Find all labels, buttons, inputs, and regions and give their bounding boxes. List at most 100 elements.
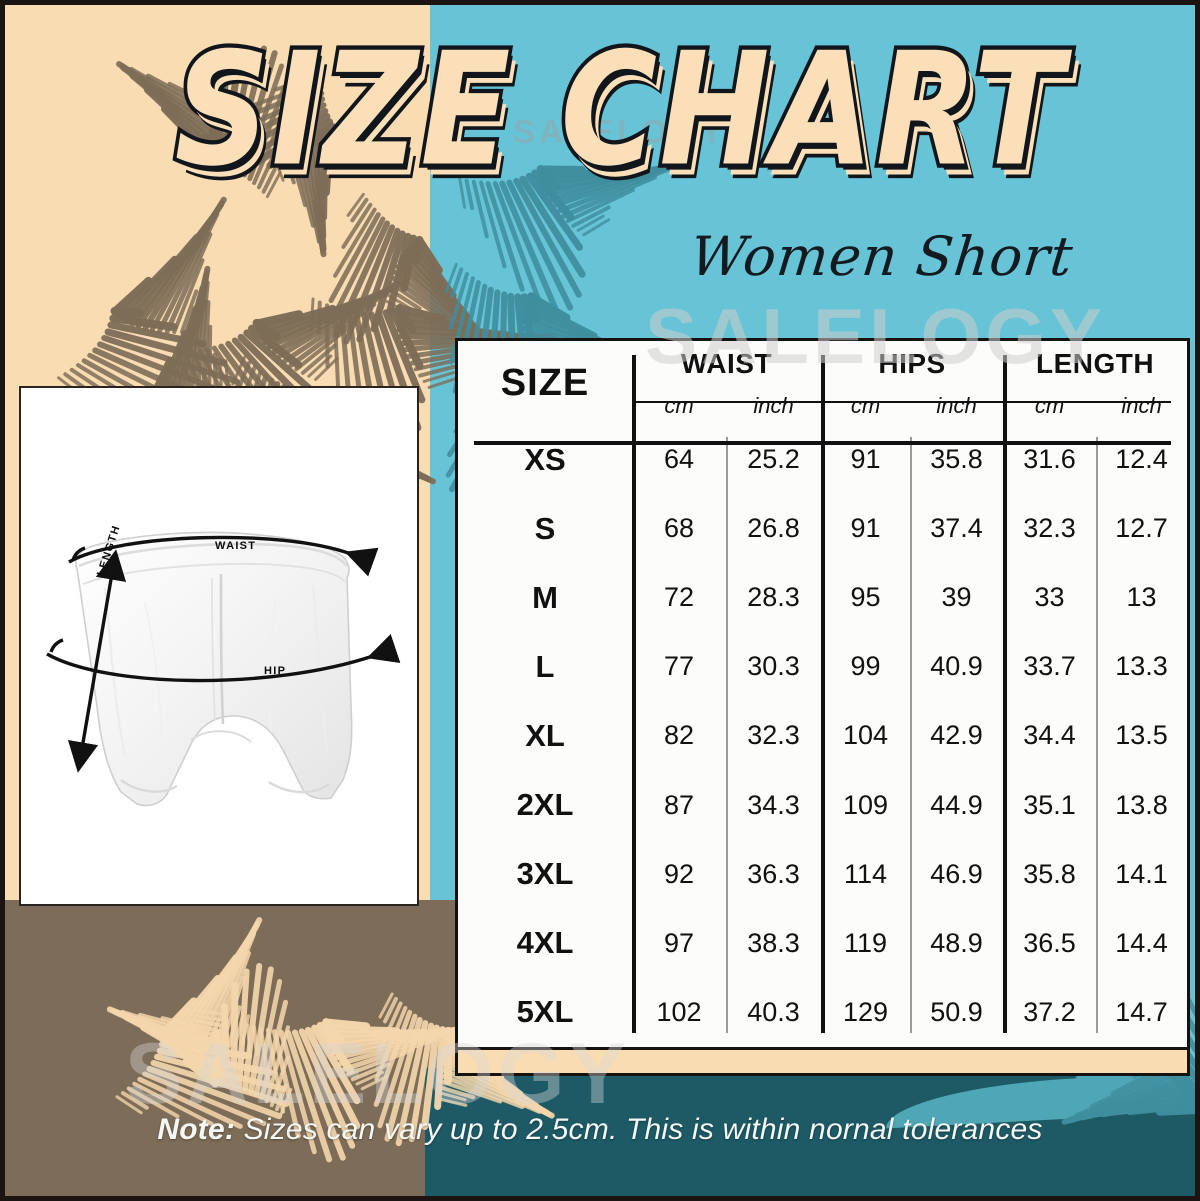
unit-header-length-inch: inch bbox=[1121, 393, 1162, 418]
unit-header-hips-cm: cm bbox=[850, 393, 881, 418]
note-prefix: Note: bbox=[157, 1113, 236, 1146]
cell-hips-in: 44.9 bbox=[930, 789, 983, 820]
cell-size: M bbox=[532, 579, 558, 615]
cell-size: 3XL bbox=[516, 856, 574, 892]
cell-hips-in: 39 bbox=[941, 582, 972, 613]
column-header-waist: WAIST bbox=[680, 348, 773, 379]
length-measure-arrow bbox=[67, 549, 127, 773]
cell-length-in: 14.7 bbox=[1115, 996, 1168, 1027]
column-header-hips: HIPS bbox=[878, 348, 946, 379]
table-bottom-strip bbox=[455, 1050, 1190, 1076]
cell-hips-cm: 114 bbox=[843, 858, 888, 889]
cell-waist-in: 38.3 bbox=[747, 927, 800, 958]
title-block: SIZE CHART Women Short bbox=[155, 28, 1085, 288]
cell-hips-in: 40.9 bbox=[930, 651, 983, 682]
cell-hips-cm: 119 bbox=[843, 927, 888, 958]
table-rule-size-waist bbox=[632, 355, 636, 1033]
page-subtitle: Women Short bbox=[687, 225, 1077, 288]
cell-waist-cm: 68 bbox=[663, 513, 695, 544]
shorts-svg bbox=[46, 531, 401, 807]
column-header-size: SIZE bbox=[500, 361, 590, 404]
cell-length-cm: 35.8 bbox=[1023, 858, 1076, 889]
cell-hips-cm: 91 bbox=[850, 444, 881, 475]
unit-header-length-cm: cm bbox=[1034, 393, 1065, 418]
cell-size: S bbox=[534, 510, 556, 546]
cell-length-in: 13.3 bbox=[1115, 651, 1168, 682]
unit-header-waist-cm: cm bbox=[664, 393, 694, 418]
cell-length-in: 12.4 bbox=[1115, 444, 1168, 475]
table-row: M 72 28.3 95 39 33 13 bbox=[458, 563, 1187, 632]
cell-length-in: 13 bbox=[1126, 582, 1157, 613]
shorts-illustration: WAIST HIP LENGTH bbox=[21, 388, 417, 904]
table-subrule-hips bbox=[910, 437, 912, 1033]
cell-waist-cm: 64 bbox=[663, 444, 695, 475]
cell-waist-in: 30.3 bbox=[747, 651, 800, 682]
cell-size: XL bbox=[525, 717, 565, 753]
cell-hips-in: 48.9 bbox=[930, 927, 983, 958]
cell-waist-in: 28.3 bbox=[747, 582, 800, 613]
cell-waist-in: 25.2 bbox=[747, 444, 800, 475]
page-title: SIZE CHART bbox=[171, 19, 1067, 202]
cell-length-cm: 36.5 bbox=[1023, 927, 1076, 958]
cell-hips-in: 50.9 bbox=[930, 996, 983, 1027]
table-row: L 77 30.3 99 40.9 33.7 13.3 bbox=[458, 632, 1187, 701]
cell-waist-cm: 102 bbox=[656, 996, 702, 1027]
cell-hips-in: 35.8 bbox=[930, 444, 983, 475]
table-row: XL 82 32.3 104 42.9 34.4 13.5 bbox=[458, 701, 1187, 770]
unit-header-hips-inch: inch bbox=[936, 393, 977, 418]
cell-size: XS bbox=[524, 441, 566, 477]
cell-length-cm: 32.3 bbox=[1023, 513, 1076, 544]
cell-hips-cm: 129 bbox=[842, 996, 889, 1027]
cell-hips-in: 46.9 bbox=[930, 858, 983, 889]
hip-label: HIP bbox=[264, 665, 287, 677]
cell-hips-cm: 91 bbox=[850, 513, 881, 544]
column-header-length: LENGTH bbox=[1035, 348, 1155, 379]
waist-label: WAIST bbox=[215, 540, 257, 552]
table-head: SIZE WAIST HIPS LENGTH cm inch cm inch c… bbox=[458, 341, 1187, 425]
cell-waist-in: 36.3 bbox=[747, 858, 800, 889]
cell-length-in: 14.1 bbox=[1115, 858, 1168, 889]
cell-length-cm: 35.1 bbox=[1023, 789, 1076, 820]
table-row: 2XL 87 34.3 109 44.9 35.1 13.8 bbox=[458, 771, 1187, 840]
table-rule-under-units bbox=[474, 441, 1171, 445]
table-unit-header-row: cm inch cm inch cm inch bbox=[458, 387, 1187, 425]
table-rule-under-groups bbox=[636, 401, 1171, 403]
cell-size: 5XL bbox=[516, 994, 574, 1030]
cell-waist-cm: 87 bbox=[663, 789, 695, 820]
cell-length-in: 13.5 bbox=[1115, 720, 1168, 751]
table-subrule-waist bbox=[726, 437, 728, 1033]
cell-length-cm: 34.4 bbox=[1023, 720, 1076, 751]
table-row: S 68 26.8 91 37.4 32.3 12.7 bbox=[458, 494, 1187, 563]
cell-hips-cm: 104 bbox=[842, 720, 889, 751]
cell-length-in: 14.4 bbox=[1115, 927, 1168, 958]
unit-header-waist-inch: inch bbox=[753, 393, 794, 418]
cell-waist-in: 34.3 bbox=[747, 789, 800, 820]
cell-waist-in: 32.3 bbox=[747, 720, 800, 751]
cell-hips-cm: 99 bbox=[850, 651, 881, 682]
cell-length-cm: 31.6 bbox=[1023, 444, 1076, 475]
table-row: 3XL 92 36.3 114 46.9 35.8 14.1 bbox=[458, 840, 1187, 909]
note-body: Sizes can vary up to 2.5cm. This is with… bbox=[235, 1113, 1043, 1146]
table-rule-waist-hips bbox=[821, 355, 825, 1033]
note-text: Note: Sizes can vary up to 2.5cm. This i… bbox=[5, 1113, 1195, 1147]
cell-size: 2XL bbox=[516, 787, 574, 823]
table-rule-hips-length bbox=[1003, 355, 1007, 1033]
cell-waist-cm: 72 bbox=[663, 582, 695, 613]
size-table-panel: SIZE WAIST HIPS LENGTH cm inch cm inch c… bbox=[455, 338, 1190, 1050]
cell-length-cm: 33.7 bbox=[1023, 651, 1076, 682]
cell-waist-cm: 77 bbox=[663, 651, 695, 682]
cell-hips-in: 42.9 bbox=[930, 720, 983, 751]
cell-waist-cm: 97 bbox=[663, 927, 695, 958]
cell-hips-cm: 95 bbox=[850, 582, 881, 613]
cell-hips-in: 37.4 bbox=[930, 513, 983, 544]
cell-waist-in: 26.8 bbox=[747, 513, 800, 544]
cell-waist-cm: 82 bbox=[663, 720, 695, 751]
table-row: 4XL 97 38.3 119 48.9 36.5 14.4 bbox=[458, 909, 1187, 978]
cell-length-cm: 37.2 bbox=[1023, 996, 1076, 1027]
cell-length-in: 12.7 bbox=[1115, 513, 1168, 544]
cell-length-in: 13.8 bbox=[1115, 789, 1168, 820]
cell-hips-cm: 109 bbox=[842, 789, 889, 820]
cell-waist-cm: 92 bbox=[663, 858, 695, 889]
table-subrule-length bbox=[1096, 437, 1098, 1033]
